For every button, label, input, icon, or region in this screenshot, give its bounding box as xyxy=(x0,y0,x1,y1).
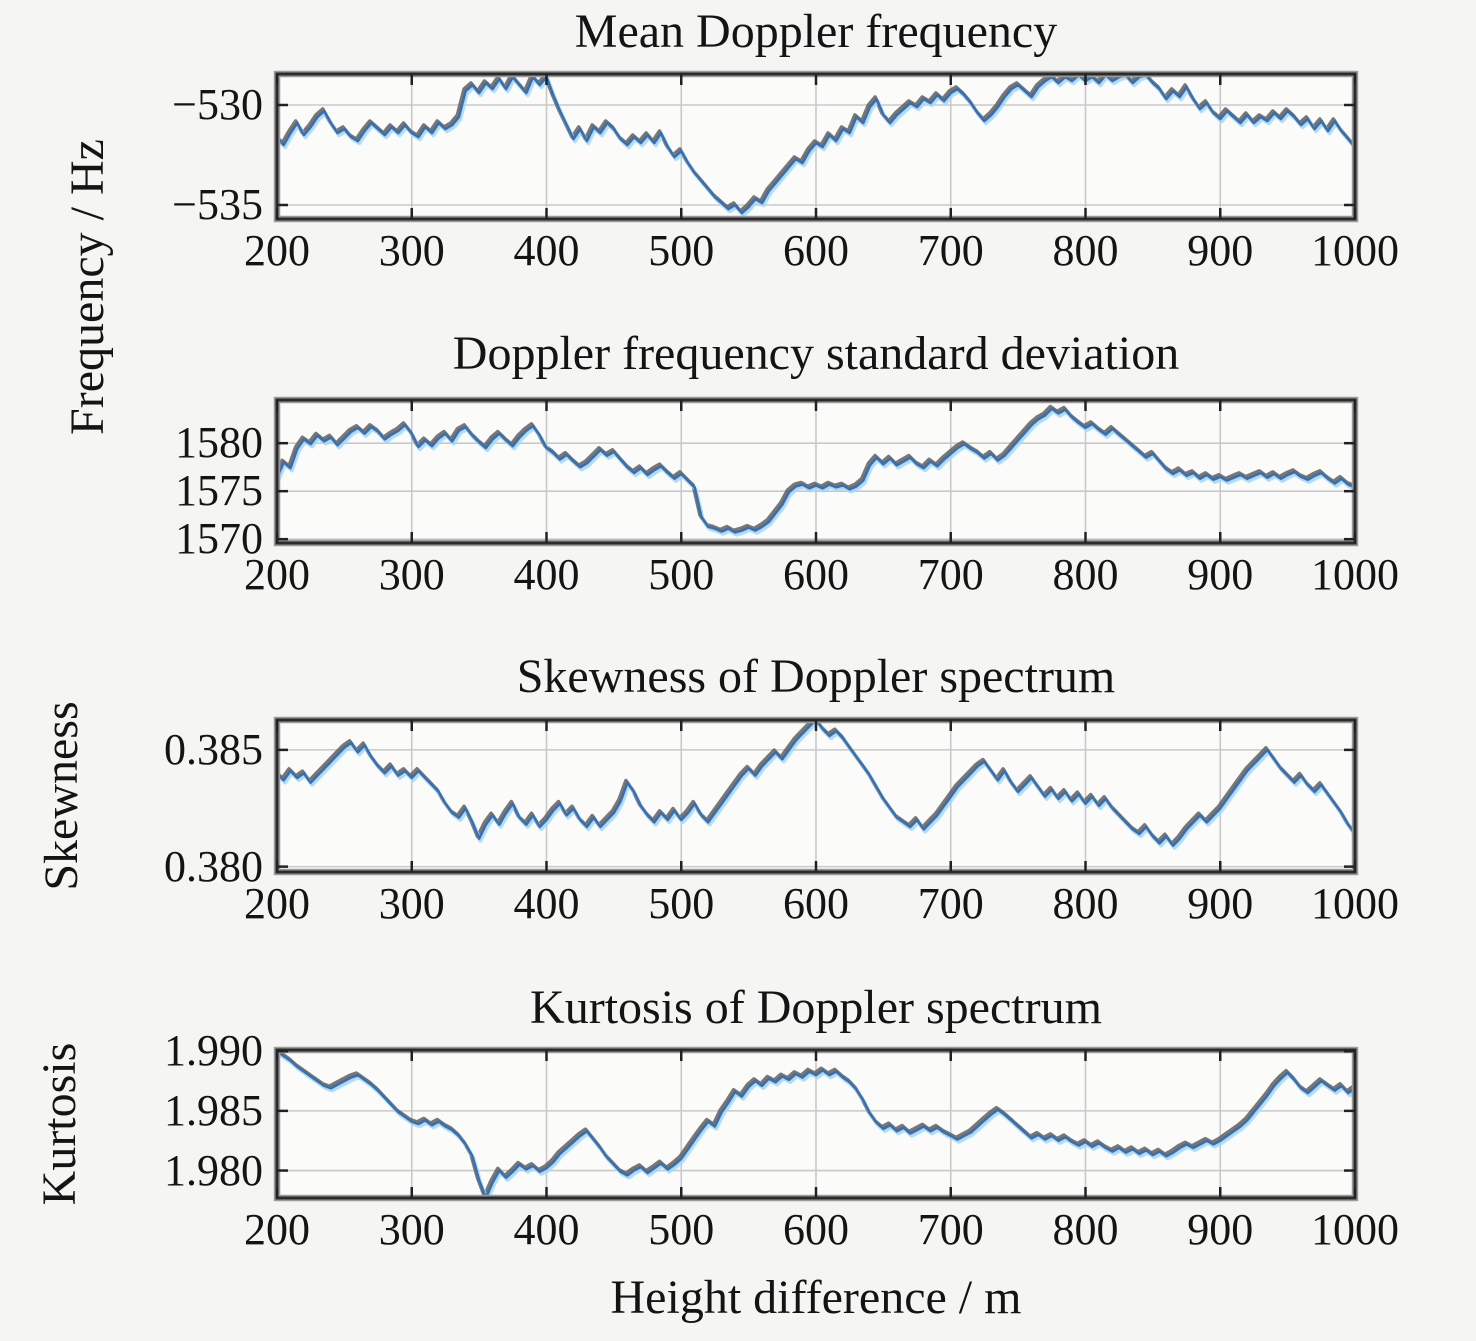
x-tick-label: 700 xyxy=(917,879,984,928)
y-tick-label: 1.985 xyxy=(164,1085,263,1135)
x-tick-label: 200 xyxy=(244,226,310,275)
y-tick-label: 0.385 xyxy=(164,724,263,774)
x-tick-label: 1000 xyxy=(1311,226,1399,275)
x-tick-label: 300 xyxy=(378,550,445,599)
y-tick-label: −530 xyxy=(172,80,263,129)
series-group xyxy=(277,404,1355,537)
x-tick-label: 400 xyxy=(513,1205,580,1254)
series-line-main xyxy=(277,1049,1355,1199)
x-tick-label: 800 xyxy=(1052,1205,1119,1254)
series-line-shadow xyxy=(277,404,1355,533)
x-tick-label: 700 xyxy=(917,1205,984,1254)
x-tick-label: 900 xyxy=(1187,550,1254,599)
x-tick-label: 500 xyxy=(648,550,715,599)
y-tick-label: 1580 xyxy=(175,418,263,468)
x-tick-label: 600 xyxy=(783,550,849,599)
x-tick-label: 1000 xyxy=(1311,550,1399,599)
panel-1-title: Mean Doppler frequency xyxy=(574,5,1058,58)
x-axis-label: Height difference / m xyxy=(610,1271,1022,1324)
series-group xyxy=(277,73,1355,218)
x-tick-label: 300 xyxy=(378,1205,445,1254)
x-tick-label: 200 xyxy=(244,550,310,599)
x-tick-label: 900 xyxy=(1187,1205,1254,1254)
x-tick-label: 800 xyxy=(1052,226,1119,275)
x-tick-label: 300 xyxy=(378,879,445,928)
x-tick-label: 900 xyxy=(1187,879,1254,928)
x-tick-label: 1000 xyxy=(1311,879,1399,928)
x-tick-label: 600 xyxy=(783,879,849,928)
x-tick-label: 300 xyxy=(378,226,445,275)
x-tick-label: 600 xyxy=(783,1205,849,1254)
x-tick-label: 500 xyxy=(648,226,715,275)
y-tick-label: 1575 xyxy=(175,466,263,516)
panel-2-title: Doppler frequency standard deviation xyxy=(452,327,1180,380)
series-line-main xyxy=(277,407,1355,534)
y-tick-label: 1.980 xyxy=(164,1145,263,1195)
y-tick-label: 0.380 xyxy=(164,841,263,891)
series-line-highlight xyxy=(277,409,1355,537)
x-tick-label: 900 xyxy=(1187,226,1254,275)
x-tick-label: 200 xyxy=(244,879,310,928)
x-tick-label: 200 xyxy=(244,1205,310,1254)
x-tick-label: 400 xyxy=(513,879,580,928)
x-tick-label: 500 xyxy=(648,879,715,928)
y-tick-label: 1.990 xyxy=(164,1026,263,1076)
y-tick-label: 1570 xyxy=(175,514,263,564)
x-tick-label: 600 xyxy=(783,226,849,275)
series-line-main xyxy=(277,73,1355,215)
x-tick-label: 800 xyxy=(1052,550,1119,599)
panel-3-title: Skewness of Doppler spectrum xyxy=(516,650,1116,703)
x-tick-label: 400 xyxy=(513,550,580,599)
y-tick-label: −535 xyxy=(172,180,263,229)
x-tick-label: 1000 xyxy=(1311,1205,1399,1254)
x-tick-label: 800 xyxy=(1052,879,1119,928)
x-tick-label: 700 xyxy=(917,550,984,599)
series-group xyxy=(277,1049,1355,1199)
panel-4-title: Kurtosis of Doppler spectrum xyxy=(530,981,1102,1034)
x-tick-label: 400 xyxy=(513,226,580,275)
x-tick-label: 500 xyxy=(648,1205,715,1254)
x-tick-label: 700 xyxy=(917,226,984,275)
